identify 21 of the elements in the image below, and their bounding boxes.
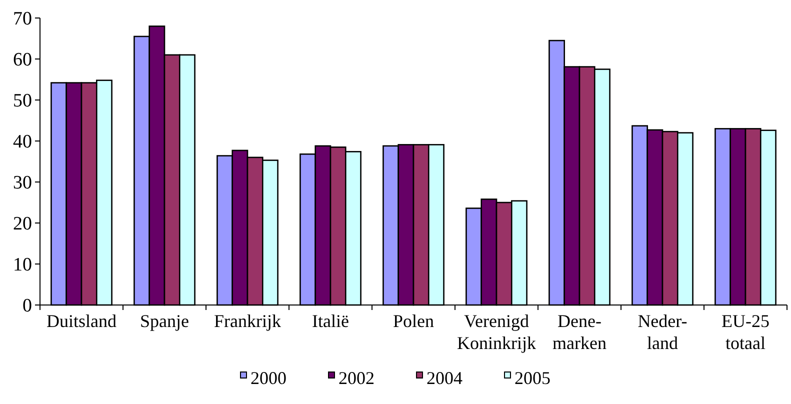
x-tick-label: Verenigd Koninkrijk [457,311,536,353]
y-tick-label: 10 [13,254,32,276]
y-tick-label: 50 [13,90,32,112]
x-tick-label: Spanje [140,311,189,331]
x-tick-label: Italië [312,311,349,331]
legend-label: 2005 [514,368,550,388]
y-tick-label: 60 [13,50,32,71]
y-tick-label: 30 [13,172,32,194]
x-tick-label: Duitsland [46,311,116,331]
legend-label: 2004 [426,368,462,388]
legend-label: 2002 [338,368,374,388]
y-tick-label: 70 [13,8,32,30]
x-tick-label: EU-25 totaal [722,311,770,353]
x-tick-label: Dene- marken [552,311,606,353]
x-tick-label: Neder- land [638,311,688,353]
y-tick-label: 40 [13,132,32,153]
legend-label: 2000 [250,368,286,388]
x-tick-label: Frankrijk [214,311,281,331]
y-tick-label: 20 [13,214,32,235]
y-tick-label: 0 [22,296,32,317]
x-tick-label: Polen [392,311,434,331]
